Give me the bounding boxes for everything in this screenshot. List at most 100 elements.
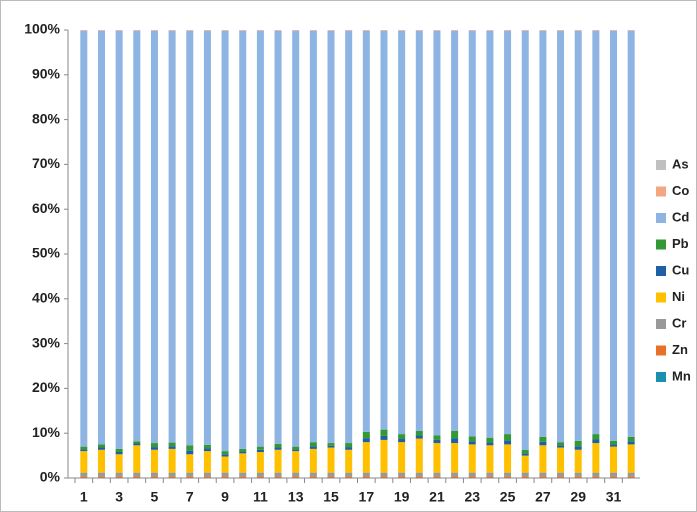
legend-swatch [656, 345, 666, 356]
bar-segment [433, 439, 441, 444]
bar-segment [309, 442, 317, 447]
bar-segment [380, 435, 388, 440]
bar-segment [150, 447, 158, 450]
bar-segment [504, 434, 512, 441]
bar-segment [168, 472, 176, 477]
bar-segment [521, 30, 529, 450]
bar-segment [292, 476, 300, 478]
bar-segment [292, 472, 300, 477]
legend-label: Ni [672, 289, 685, 304]
bar-segment [610, 30, 618, 441]
bar-segment [627, 472, 635, 477]
bar-segment [521, 472, 529, 477]
bar-segment [610, 476, 618, 478]
bar-segment [380, 476, 388, 478]
bar-segment [97, 30, 105, 445]
bar-segment [486, 445, 494, 473]
bar-segment [221, 472, 229, 477]
bar-segment [380, 439, 388, 473]
bar-segment [80, 451, 88, 473]
legend-swatch [656, 266, 666, 276]
bar-segment [557, 447, 565, 473]
bar-segment [610, 446, 618, 473]
y-tick-label: 20% [32, 379, 61, 395]
bar-segment [468, 30, 476, 437]
x-tick-label: 3 [115, 489, 123, 505]
bar-segment [80, 476, 88, 478]
bar-segment [574, 440, 582, 447]
x-tick-label: 23 [464, 489, 480, 505]
bar-segment [610, 440, 618, 445]
bar-segment [150, 476, 158, 478]
bar-segment [504, 440, 512, 445]
x-tick-label: 13 [288, 489, 304, 505]
bar-segment [133, 472, 141, 477]
bar-segment [292, 446, 300, 450]
bar-segment [133, 445, 141, 473]
legend-label: Cu [672, 262, 689, 277]
bar-segment [574, 446, 582, 450]
bar-segment [380, 30, 388, 430]
bar-segment [345, 472, 353, 477]
bar-segment [539, 30, 547, 437]
bar-segment [592, 476, 600, 478]
y-tick-label: 80% [32, 110, 61, 126]
bar-segment [486, 442, 494, 446]
bar-segment [380, 429, 388, 436]
x-tick-label: 15 [323, 489, 339, 505]
legend-label: Pb [672, 236, 689, 251]
bar-segment [115, 476, 123, 478]
bar-segment [186, 450, 194, 455]
bar-segment [256, 30, 264, 447]
bar-segment [451, 443, 459, 473]
y-tick-label: 70% [32, 155, 61, 171]
y-tick-label: 10% [32, 424, 61, 440]
bar-segment [451, 438, 459, 444]
bar-segment [115, 454, 123, 473]
bar-segment [309, 476, 317, 478]
bar-segment [133, 443, 141, 446]
bar-segment [345, 443, 353, 448]
bar-segment [451, 472, 459, 477]
legend-swatch [656, 213, 666, 223]
bar-segment [557, 442, 565, 446]
bar-segment [433, 476, 441, 478]
bar-segment [398, 472, 406, 477]
bar-segment [327, 472, 335, 477]
x-tick-label: 31 [606, 489, 622, 505]
bar-segment [521, 476, 529, 478]
bar-segment [97, 444, 105, 448]
bar-segment [168, 442, 176, 447]
x-tick-label: 29 [570, 489, 586, 505]
bar-segment [486, 472, 494, 477]
bar-segment [292, 449, 300, 452]
bar-segment [115, 452, 123, 455]
bar-segment [574, 472, 582, 477]
bar-segment [256, 449, 264, 453]
bar-segment [203, 448, 211, 452]
bar-segment [97, 472, 105, 477]
legend-label: Zn [672, 342, 688, 357]
bar-segment [345, 449, 353, 473]
bar-segment [468, 436, 476, 442]
x-tick-label: 25 [500, 489, 516, 505]
bar-segment [97, 476, 105, 478]
bar-segment [80, 449, 88, 452]
bar-segment [539, 472, 547, 477]
bar-segment [486, 30, 494, 438]
bar-segment [610, 444, 618, 447]
x-tick-label: 21 [429, 489, 445, 505]
bar-segment [592, 434, 600, 440]
bar-segment [221, 451, 229, 455]
bar-segment [592, 30, 600, 435]
bar-segment [203, 472, 211, 477]
bar-segment [115, 30, 123, 449]
bar-segment [398, 476, 406, 478]
bar-segment [557, 445, 565, 448]
bar-segment [504, 476, 512, 478]
bar-segment [327, 443, 335, 446]
bar-segment [221, 476, 229, 478]
bar-segment [504, 472, 512, 477]
bar-segment [327, 476, 335, 478]
